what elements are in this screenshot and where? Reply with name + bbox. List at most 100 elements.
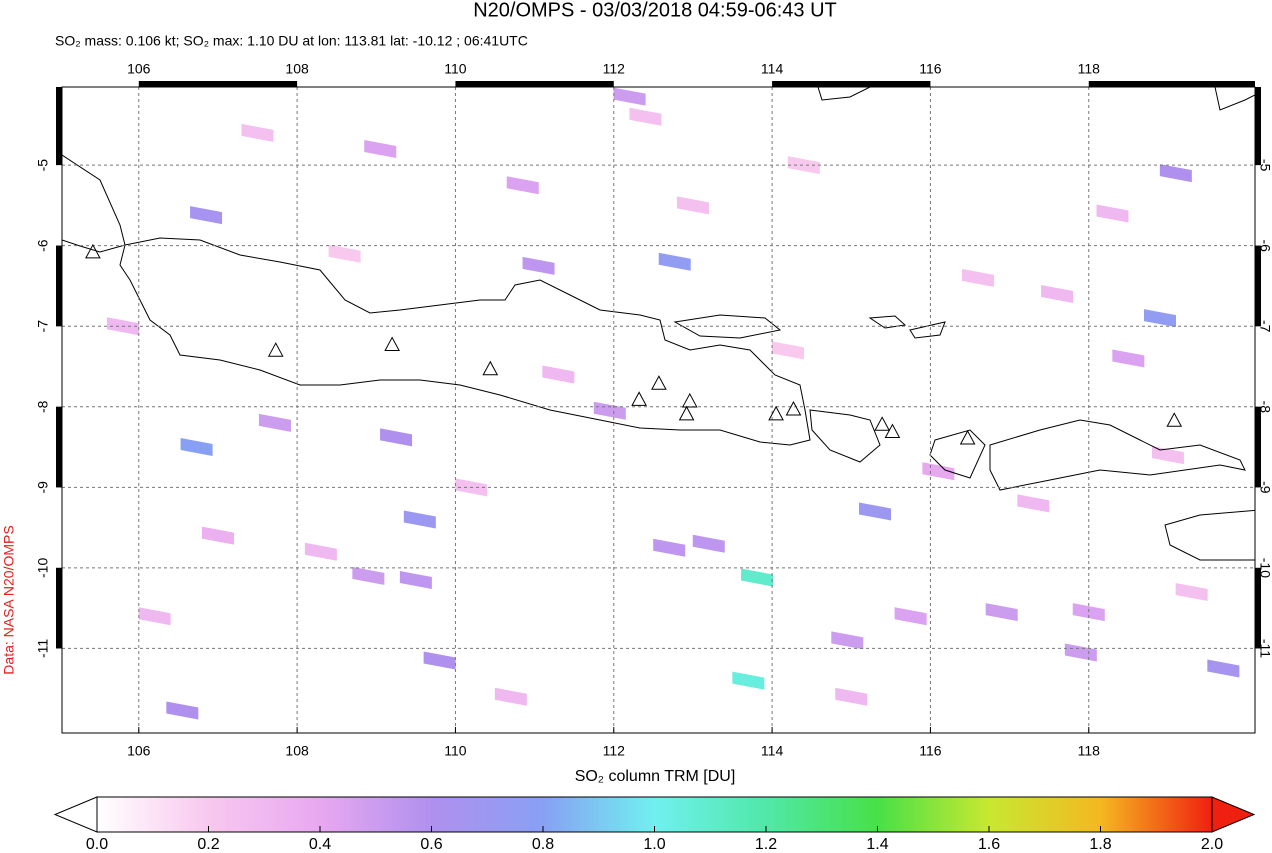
y-tick-label-right: -6 <box>1257 239 1272 252</box>
y-tick-label-left: -6 <box>35 239 51 252</box>
volcano-marker <box>959 429 976 445</box>
coastline <box>868 315 946 339</box>
y-tick-label-left: -9 <box>35 481 51 494</box>
colorbar-tick-label: 1.2 <box>755 836 777 853</box>
volcano-marker <box>768 405 784 421</box>
volcano-marker <box>267 342 284 357</box>
so2-pixel <box>593 401 626 420</box>
volcano-marker <box>785 400 802 416</box>
y-tick-label-right: -5 <box>1257 159 1272 172</box>
x-tick-label-top: 106 <box>127 61 151 77</box>
so2-pixel <box>380 428 413 447</box>
so2-pixel <box>364 140 397 159</box>
so2-pixel <box>1151 446 1184 465</box>
so2-pixel <box>506 176 539 195</box>
colorbar-over <box>1211 796 1256 833</box>
volcano-marker <box>681 392 698 408</box>
frame-bar <box>138 81 298 87</box>
frame-bar <box>1088 81 1255 87</box>
volcano-marker <box>651 375 667 390</box>
so2-pixel <box>180 438 213 457</box>
frame-bar <box>1255 567 1261 649</box>
so2-pixel <box>258 413 291 432</box>
colorbar-label: SO₂ column TRM [DU] <box>575 768 736 785</box>
x-tick-label-top: 114 <box>761 61 784 77</box>
axes-labels: 106 106 108 108 110 110 112 112 114 114 116 116 118 1… <box>35 61 1272 759</box>
so2-pixel <box>542 365 575 384</box>
y-tick-label-right: -11 <box>1257 639 1272 658</box>
colorbar-tick-label: 2.0 <box>1201 836 1223 853</box>
volcano-layer <box>85 243 1183 445</box>
so2-pixel <box>190 206 223 225</box>
map-background <box>62 87 1255 733</box>
so2-pixel <box>522 256 555 275</box>
so2-pixel <box>328 244 361 263</box>
frame-bar <box>56 87 62 166</box>
so2-pixel <box>1096 204 1129 223</box>
so2-pixel <box>1112 349 1145 368</box>
so2-pixel <box>787 156 820 175</box>
so2-pixel <box>1017 494 1050 513</box>
x-tick-label-bottom: 108 <box>285 743 309 759</box>
colorbar: 0.0 0.2 0.4 0.6 0.8 1.0 1.2 1.4 1.6 1.8 2.0 <box>53 796 1256 853</box>
x-tick-label-top: 108 <box>285 61 309 77</box>
volcano-marker <box>85 243 101 259</box>
x-tick-label-bottom: 106 <box>127 743 151 759</box>
volcano-marker <box>874 416 890 431</box>
so2-pixel <box>403 510 436 529</box>
so2-pixel <box>352 566 385 585</box>
volcano-marker <box>482 360 499 376</box>
so2-pixel <box>692 534 725 553</box>
y-tick-label-left: -5 <box>35 159 51 172</box>
colorbar-tick-label: 1.4 <box>866 836 888 853</box>
y-tick-label-right: -9 <box>1257 481 1272 494</box>
so2-pixel <box>138 607 171 626</box>
colorbar-tick-label: 1.0 <box>643 836 665 853</box>
so2-pixel <box>1072 603 1105 622</box>
so2-pixel <box>732 671 765 690</box>
volcano-marker <box>1166 412 1183 427</box>
x-tick-label-top: 112 <box>603 61 626 77</box>
frame-bar <box>56 567 62 649</box>
frame-bar <box>56 406 62 488</box>
so2-pixel <box>1159 164 1192 183</box>
so2-pixel <box>201 526 234 545</box>
y-tick-label-right: -7 <box>1257 320 1272 333</box>
colorbar-tick-label: 0.2 <box>197 836 219 853</box>
volcano-marker <box>678 405 695 421</box>
so2-pixel <box>494 687 527 706</box>
chart-title: N20/OMPS - 03/03/2018 04:59-06:43 UT <box>473 0 837 21</box>
so2-pixel <box>741 568 774 587</box>
volcano-marker <box>631 391 647 406</box>
so2-pixel <box>241 123 274 142</box>
so2-pixel <box>1041 285 1074 304</box>
x-tick-label-top: 118 <box>1078 61 1101 77</box>
so2-pixel <box>658 252 691 271</box>
volcano-marker <box>384 336 400 352</box>
so2-pixel <box>423 651 456 670</box>
colorbar-tick-label: 0.8 <box>532 836 554 853</box>
so2-pixel <box>629 107 662 126</box>
so2-pixel <box>1175 583 1208 602</box>
colorbar-tick-label: 1.6 <box>978 836 1000 853</box>
x-tick-label-bottom: 112 <box>603 743 626 759</box>
so2-pixel <box>613 87 646 106</box>
chart-subtitle: SO₂ mass: 0.106 kt; SO₂ max: 1.10 DU at … <box>55 33 528 49</box>
frame-bars <box>56 81 1261 649</box>
data-source: Data: NASA N20/OMPS <box>1 525 17 674</box>
y-tick-label-left: -8 <box>35 400 51 413</box>
x-tick-label-bottom: 116 <box>919 743 942 759</box>
so2-pixel <box>304 542 337 561</box>
so2-pixel <box>985 603 1018 622</box>
coastline <box>809 409 881 463</box>
coastline <box>673 314 782 339</box>
so2-pixel <box>653 538 686 557</box>
so2-pixel <box>166 701 199 720</box>
colorbar-tick-label: 0.6 <box>420 836 442 853</box>
frame-bar <box>1255 245 1261 327</box>
x-tick-label-bottom: 114 <box>761 743 784 759</box>
so2-pixel <box>859 502 892 521</box>
so2-pixel <box>676 196 709 215</box>
coastline <box>989 419 1246 491</box>
